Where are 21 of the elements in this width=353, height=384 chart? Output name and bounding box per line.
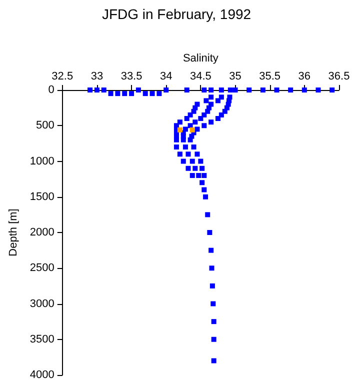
y-tick-label: 1500 bbox=[30, 190, 54, 203]
y-tick-label: 2000 bbox=[30, 226, 54, 238]
x-tick-label: 35 bbox=[229, 70, 242, 82]
chart-title: JFDG in February, 1992 bbox=[102, 6, 252, 22]
y-tick-label: 3000 bbox=[30, 298, 54, 310]
x-tick-label: 33 bbox=[90, 70, 104, 82]
x-tick-label: 35.5 bbox=[259, 70, 281, 82]
x-tick-label: 34.5 bbox=[190, 70, 212, 82]
y-tick-label: 2500 bbox=[30, 262, 54, 274]
y-tick-label: 3500 bbox=[30, 333, 54, 346]
x-tick-label: 32.5 bbox=[52, 70, 74, 82]
x-tick-label: 36.5 bbox=[328, 70, 350, 82]
y-axis-title: Depth [m] bbox=[8, 208, 20, 256]
y-tick-label: 500 bbox=[36, 120, 54, 132]
x-tick-label: 34 bbox=[160, 70, 172, 82]
x-tick-label: 36 bbox=[298, 70, 311, 82]
y-tick-label: 1000 bbox=[30, 155, 54, 168]
x-tick-label: 33.5 bbox=[120, 70, 142, 82]
y-tick-label: 4000 bbox=[30, 369, 54, 381]
y-tick-label: 0 bbox=[48, 84, 54, 96]
x-axis-title: Salinity bbox=[182, 52, 219, 64]
